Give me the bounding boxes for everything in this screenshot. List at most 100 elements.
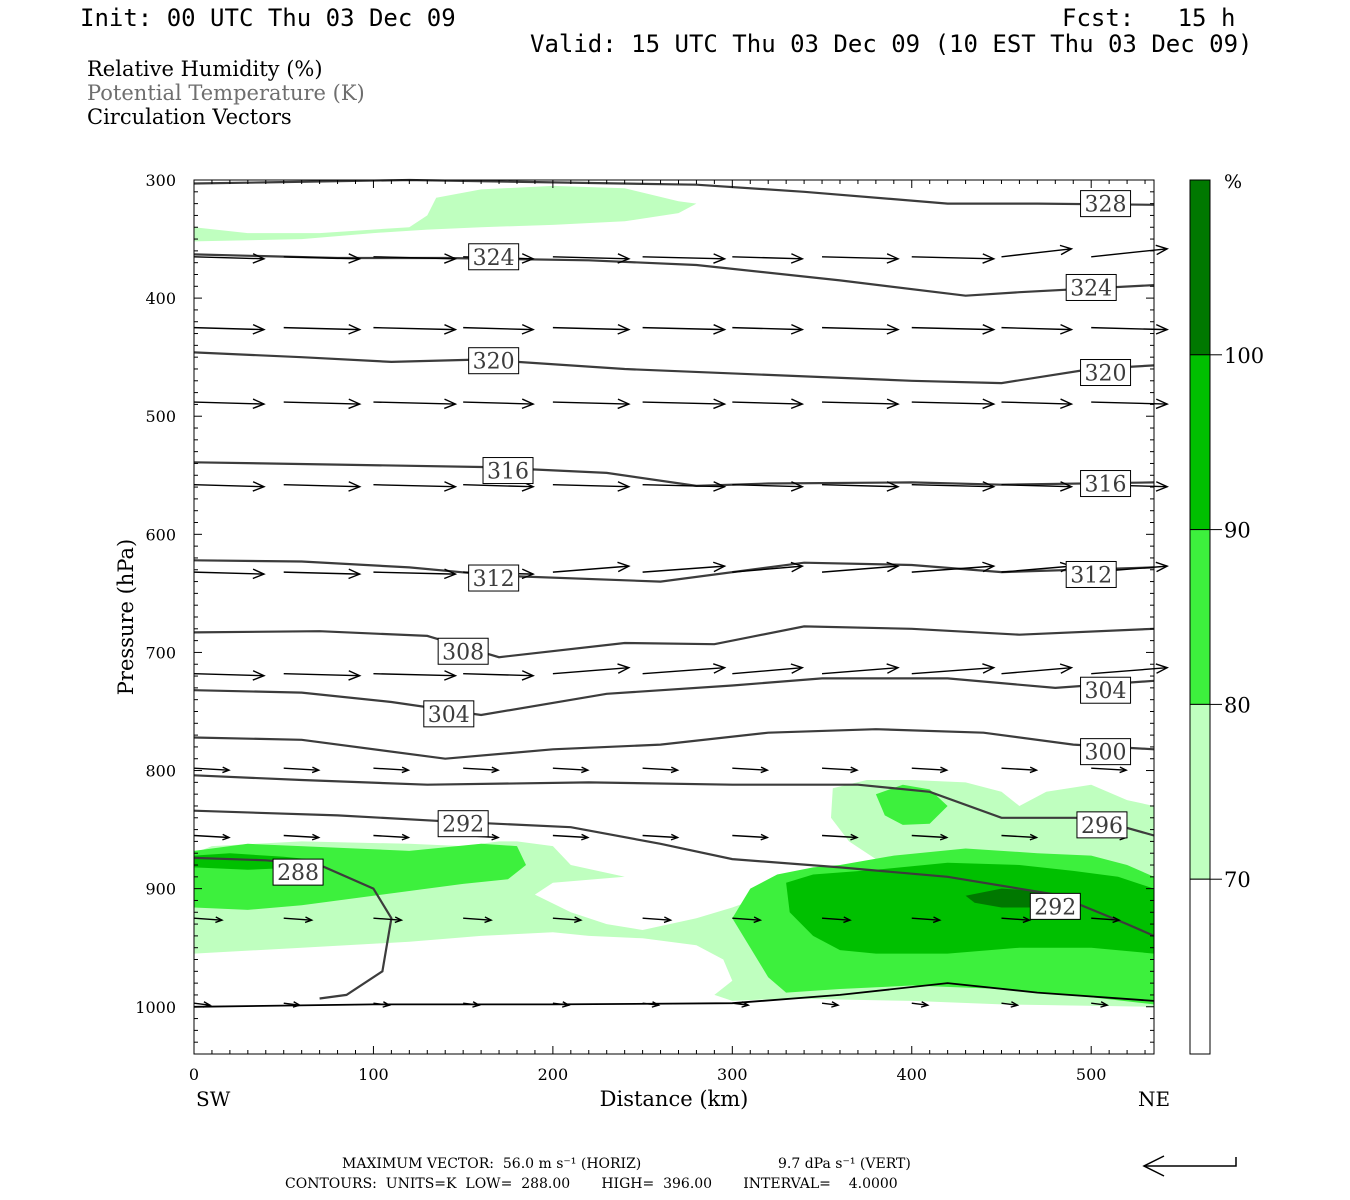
x-right-label: NE xyxy=(1138,1087,1170,1111)
vector-arrowhead xyxy=(617,561,631,573)
theta-contour-308 xyxy=(193,625,1155,659)
circulation-vector xyxy=(552,666,629,675)
circulation-vector xyxy=(463,484,534,488)
vector-arrowhead xyxy=(311,833,321,841)
vector-arrowhead xyxy=(982,561,996,573)
contour-label-292: 292 xyxy=(1034,895,1076,920)
x-tick-label: 0 xyxy=(189,1065,199,1084)
x-tick-label: 200 xyxy=(538,1065,569,1084)
vector-arrowhead xyxy=(1155,324,1169,335)
rh-shading-layer xyxy=(194,185,1154,1007)
vector-arrowhead xyxy=(790,398,805,410)
vector-arrowhead xyxy=(886,663,900,674)
legend-relative-humidity: Relative Humidity (%) xyxy=(87,57,323,81)
circulation-vector xyxy=(911,256,994,260)
theta-contour-312 xyxy=(193,559,1155,583)
vector-arrowhead xyxy=(1059,244,1074,256)
circulation-vector xyxy=(193,917,223,921)
x-left-label: SW xyxy=(196,1087,231,1111)
vector-arrowhead xyxy=(617,324,631,335)
vector-arrowhead xyxy=(982,398,996,410)
vector-arrowhead xyxy=(444,398,458,410)
colorbar-label: 90 xyxy=(1224,519,1251,543)
vector-arrowhead xyxy=(491,833,500,841)
vector-arrowhead xyxy=(1059,663,1074,674)
axes-layer: 300 400 500 600 700 800 900 1000 0 100 200 300 400 50… xyxy=(114,171,1170,1111)
vector-arrowhead xyxy=(401,766,411,774)
contour-label-box xyxy=(1080,738,1132,766)
vector-layer xyxy=(193,244,1169,1008)
contour-label-box xyxy=(437,637,489,665)
vector-arrowhead xyxy=(444,253,458,264)
reference-vector-arrowhead xyxy=(1142,1155,1165,1177)
circulation-vector xyxy=(283,571,360,575)
vector-arrowhead xyxy=(939,833,949,841)
circulation-vector xyxy=(911,834,947,839)
vector-arrowhead xyxy=(790,481,805,492)
y-tick-label: 900 xyxy=(145,880,176,899)
y-tick-label: 300 xyxy=(145,171,176,190)
theta-contour-316 xyxy=(193,461,1155,488)
vector-arrowhead xyxy=(1155,663,1169,674)
circulation-vector xyxy=(1001,565,1072,573)
vector-arrowhead xyxy=(444,481,458,492)
vector-arrowhead xyxy=(920,1001,930,1008)
circulation-vector xyxy=(193,767,230,771)
circulation-vector xyxy=(283,1002,300,1006)
contour-label-box xyxy=(1065,560,1117,588)
circulation-vector xyxy=(911,565,994,573)
vector-arrowhead xyxy=(713,253,727,264)
circulation-vector xyxy=(193,484,265,488)
circulation-vector xyxy=(732,917,761,921)
contour-label-box xyxy=(468,347,520,375)
circulation-vector xyxy=(193,256,265,260)
vector-arrowhead xyxy=(348,253,362,264)
vector-arrowhead xyxy=(348,481,362,492)
vector-arrowhead xyxy=(1155,481,1169,492)
circulation-vector xyxy=(642,767,678,771)
theta-contour-304 xyxy=(193,677,1155,717)
contour-label-box xyxy=(272,858,324,886)
circulation-vector xyxy=(732,767,768,771)
theta-contour-296 xyxy=(193,774,1155,837)
vector-arrowhead xyxy=(670,833,680,841)
circulation-vector xyxy=(911,326,994,331)
rh-70-80-region xyxy=(194,185,697,242)
vector-arrowhead xyxy=(348,398,362,410)
circulation-vector xyxy=(373,326,456,331)
vector-arrowhead xyxy=(394,916,404,924)
circulation-vector xyxy=(822,326,899,331)
rh-90-100-region xyxy=(786,862,1154,954)
contour-label-320: 320 xyxy=(473,350,515,375)
vector-arrowhead xyxy=(1060,398,1074,410)
vector-arrowhead xyxy=(982,663,996,674)
vector-arrowhead xyxy=(1029,766,1039,774)
contour-info: CONTOURS: UNITS=K LOW= 288.00 HIGH= 396.… xyxy=(285,1176,898,1192)
circulation-vector xyxy=(373,834,409,839)
vector-arrowhead xyxy=(1060,481,1074,492)
vector-arrowhead xyxy=(713,324,727,335)
valid-time: Valid: 15 UTC Thu 03 Dec 09 (10 EST Thu … xyxy=(530,30,1253,58)
contour-label-300: 300 xyxy=(1085,741,1127,766)
contour-label-box xyxy=(437,810,489,838)
vector-arrowhead xyxy=(252,670,266,681)
circulation-vector xyxy=(552,767,588,771)
circulation-vector xyxy=(821,666,899,675)
circulation-vector xyxy=(642,484,725,488)
circulation-vector xyxy=(193,326,265,331)
circulation-vector xyxy=(822,256,899,260)
circulation-vector xyxy=(373,1002,390,1006)
contour-label-328: 328 xyxy=(1085,193,1127,218)
vector-arrowhead xyxy=(617,253,631,264)
contour-label-box xyxy=(1080,676,1132,704)
vector-arrowhead xyxy=(521,253,535,264)
y-tick-label: 500 xyxy=(145,407,176,426)
contour-label-box xyxy=(468,564,520,592)
vector-arrowhead xyxy=(663,916,673,924)
contour-label-296: 296 xyxy=(1081,814,1123,839)
circulation-vector xyxy=(642,256,725,260)
circulation-vector xyxy=(283,834,319,839)
vector-arrowhead xyxy=(886,253,900,264)
circulation-vector xyxy=(552,1002,569,1006)
theta-contour-324 xyxy=(193,253,1155,297)
